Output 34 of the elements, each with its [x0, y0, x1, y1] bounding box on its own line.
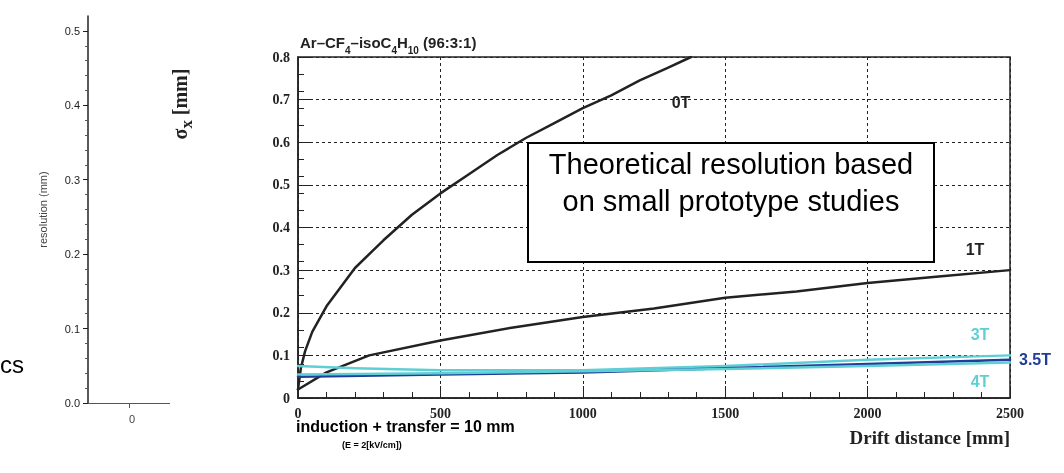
- x-tick-label: 2500: [996, 405, 1024, 421]
- y-tick-label: 0.3: [64, 173, 80, 186]
- x-tick-label: 1000: [568, 405, 597, 421]
- x-tick-label: 0: [129, 412, 136, 425]
- x-axis-title: Drift distance [mm]: [849, 427, 1010, 448]
- series-label: 1T: [965, 240, 985, 258]
- series-label: 4T: [970, 373, 990, 391]
- series-label: 3.5T: [1019, 351, 1052, 369]
- text: (E = 2[kV/cm]): [342, 440, 402, 450]
- x-tick-label: 500: [429, 405, 451, 421]
- y-tick-label: 0.1: [272, 347, 290, 363]
- series-label: 3T: [970, 325, 990, 343]
- y-tick-label: 0.2: [64, 248, 80, 261]
- annotation: Theoretical resolution based on small prototype studies: [527, 142, 935, 263]
- y-tick-label: 0.4: [64, 99, 80, 112]
- y-tick-label: 0.0: [64, 397, 80, 409]
- y-tick-label: 0: [283, 390, 290, 406]
- y-tick-label: 0.8: [272, 49, 290, 65]
- y-tick-label: 0.4: [272, 220, 290, 235]
- x-tick-label: 1500: [711, 405, 740, 421]
- line-series: [296, 354, 1012, 372]
- y-tick-label: 0.5: [272, 177, 290, 193]
- y-tick-label: 0.7: [272, 92, 290, 108]
- y-tick-label: 0.3: [272, 262, 290, 278]
- y-axis-title: resolution (mm): [36, 171, 49, 248]
- x-tick-label: 0: [294, 405, 302, 421]
- text: induction + transfer = 10 mm: [296, 418, 515, 436]
- y-tick-label: 0.2: [272, 305, 290, 321]
- y-tick-label: 0.1: [64, 322, 80, 335]
- y-tick-label: 0.6: [272, 134, 290, 150]
- y-tick-label: 0.5: [64, 24, 80, 37]
- text: cs: [0, 350, 24, 378]
- x-tick-label: 2000: [853, 405, 882, 421]
- series-label: 0T: [671, 93, 691, 111]
